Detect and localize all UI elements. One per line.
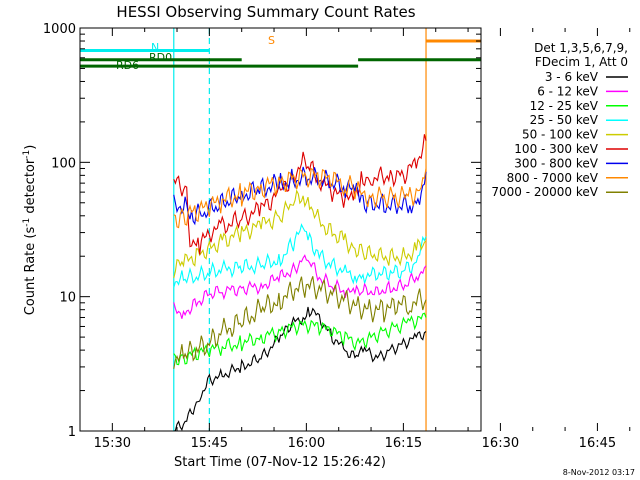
x-tick-label-2: 16:00 <box>288 436 325 451</box>
series-line-8-seg-0 <box>173 276 427 369</box>
series-line-4-seg-0 <box>173 189 427 279</box>
plot-frame <box>79 27 482 432</box>
x-tick-label-0: 15:30 <box>94 436 131 451</box>
y-axis-label-mid: detector <box>23 158 38 218</box>
series-line-2-seg-1 <box>585 313 624 329</box>
legend-label-3: 25 - 50 keV <box>530 113 599 127</box>
annotation-label-rd6: RD6 <box>116 59 139 72</box>
event-lines <box>80 28 481 431</box>
legend-label-0: 3 - 6 keV <box>545 70 599 84</box>
chart-title: HESSI Observing Summary Count Rates <box>116 3 415 21</box>
y-axis-label-end: ) <box>23 145 38 150</box>
series-line-1-seg-0 <box>173 254 427 319</box>
series-line-4-seg-1 <box>585 252 624 282</box>
x-tick-label-3: 16:15 <box>385 436 422 451</box>
series-line-5-seg-1 <box>585 199 624 232</box>
legend-label-4: 50 - 100 keV <box>522 128 599 142</box>
x-tick-label-5: 16:45 <box>579 436 616 451</box>
legend-label-5: 100 - 300 keV <box>514 142 598 156</box>
y-axis-label-exp2: -1 <box>22 150 32 159</box>
series-line-3-seg-0 <box>173 223 427 288</box>
legend-label-8: 7000 - 20000 keV <box>491 185 598 199</box>
y-axis-label-main: Count Rate (s <box>23 227 38 316</box>
series-line-6-seg-0 <box>173 166 427 226</box>
series-lines <box>173 134 624 431</box>
y-tick-label-2: 100 <box>51 156 76 171</box>
y-axis-label: Count Rate (s-1 detector-1) <box>22 145 38 316</box>
x-axis-label: Start Time (07-Nov-12 15:26:42) <box>174 455 386 470</box>
series-line-5-seg-0 <box>173 134 427 255</box>
series-line-0-seg-0 <box>173 306 427 431</box>
series-line-8-seg-1 <box>585 274 624 303</box>
y-tick-label-3: 1000 <box>43 22 76 37</box>
legend-label-7: 800 - 7000 keV <box>507 171 599 185</box>
y-tick-label-0: 1 <box>68 425 76 440</box>
y-axis: 1 10 100 1000 <box>43 22 481 440</box>
annotation-label-s: S <box>268 34 275 47</box>
y-axis-label-exp1: -1 <box>22 218 32 227</box>
annotation-label-n: N <box>151 41 159 54</box>
timestamp: 8-Nov-2012 03:17 <box>563 468 635 477</box>
series-line-0-seg-1 <box>585 318 624 385</box>
legend-label-1: 6 - 12 keV <box>537 84 599 98</box>
annotation-label-rd0: RD0 <box>149 51 172 64</box>
x-tick-label-1: 15:45 <box>191 436 228 451</box>
legend-label-6: 300 - 800 keV <box>514 156 598 170</box>
legend: Det 1,3,5,6,7,9, FDecim 1, Att 0 3 - 6 k… <box>491 41 628 199</box>
x-tick-label-4: 16:30 <box>482 436 519 451</box>
series-line-1-seg-1 <box>585 284 624 310</box>
y-tick-label-1: 10 <box>59 291 76 306</box>
series-line-3-seg-1 <box>585 279 624 304</box>
legend-header-line-2: FDecim 1, Att 0 <box>535 55 628 69</box>
legend-header-line-1: Det 1,3,5,6,7,9, <box>534 41 628 55</box>
legend-label-2: 12 - 25 keV <box>530 99 599 113</box>
series-line-7-seg-0 <box>173 167 427 229</box>
